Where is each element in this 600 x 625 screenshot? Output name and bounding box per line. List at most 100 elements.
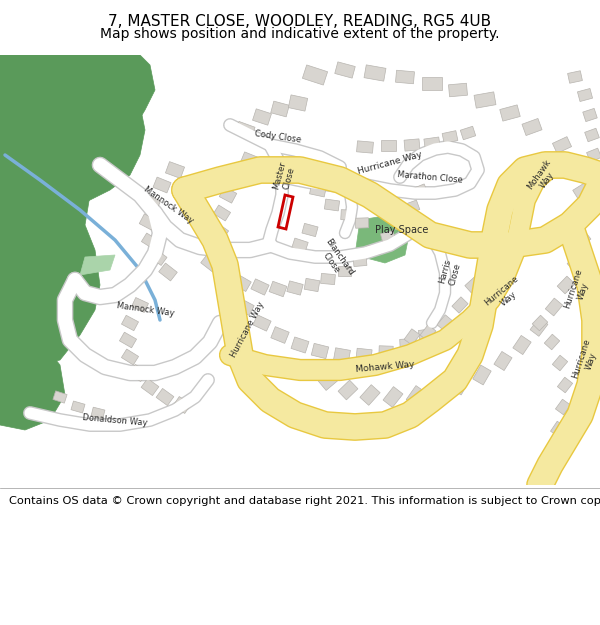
Polygon shape (121, 315, 139, 331)
Polygon shape (418, 329, 434, 341)
Polygon shape (233, 274, 251, 291)
Polygon shape (325, 199, 340, 211)
Text: Hurricane
Way: Hurricane Way (562, 268, 593, 312)
Polygon shape (215, 239, 233, 256)
Polygon shape (269, 281, 287, 297)
Polygon shape (0, 325, 65, 430)
Polygon shape (0, 55, 155, 367)
Polygon shape (583, 108, 597, 122)
Polygon shape (338, 380, 358, 400)
Polygon shape (214, 205, 230, 221)
Polygon shape (573, 231, 591, 248)
Polygon shape (473, 365, 491, 385)
Polygon shape (380, 231, 395, 244)
Polygon shape (334, 348, 350, 362)
Text: Mohawk
Way: Mohawk Way (525, 158, 561, 197)
Polygon shape (367, 244, 381, 256)
Polygon shape (513, 336, 531, 354)
Polygon shape (271, 327, 289, 343)
Polygon shape (271, 101, 289, 117)
Polygon shape (335, 62, 355, 78)
Polygon shape (424, 137, 440, 149)
Polygon shape (251, 279, 269, 295)
Polygon shape (420, 325, 436, 341)
Polygon shape (566, 159, 584, 176)
Polygon shape (166, 162, 185, 178)
Polygon shape (0, 55, 50, 105)
Polygon shape (302, 65, 328, 85)
Polygon shape (437, 315, 453, 331)
Polygon shape (356, 348, 372, 362)
Text: Marathon Close: Marathon Close (397, 169, 463, 184)
Polygon shape (556, 399, 571, 415)
Polygon shape (156, 388, 174, 406)
Polygon shape (553, 137, 572, 153)
Polygon shape (364, 65, 386, 81)
Polygon shape (557, 276, 575, 294)
Polygon shape (404, 200, 420, 214)
Text: Harris
Close: Harris Close (437, 258, 463, 288)
Polygon shape (422, 76, 442, 89)
Polygon shape (383, 387, 403, 408)
Text: Play Space: Play Space (376, 225, 428, 235)
Polygon shape (311, 343, 329, 359)
Polygon shape (291, 337, 309, 353)
Polygon shape (545, 298, 563, 316)
Polygon shape (159, 263, 177, 281)
Polygon shape (567, 254, 585, 272)
Polygon shape (229, 169, 247, 185)
Polygon shape (449, 83, 467, 97)
Polygon shape (577, 89, 593, 101)
Text: Donaldson Way: Donaldson Way (82, 412, 148, 428)
Polygon shape (173, 396, 191, 414)
Polygon shape (442, 131, 458, 143)
Polygon shape (80, 255, 115, 275)
Polygon shape (500, 105, 520, 121)
Text: Map shows position and indicative extent of the property.: Map shows position and indicative extent… (100, 28, 500, 41)
Polygon shape (141, 378, 159, 396)
Polygon shape (412, 184, 428, 198)
Polygon shape (557, 378, 572, 392)
Polygon shape (211, 223, 229, 239)
Polygon shape (568, 71, 583, 83)
Polygon shape (341, 209, 355, 221)
Text: Hurricane Way: Hurricane Way (357, 150, 423, 176)
Polygon shape (241, 152, 259, 168)
Text: Mannock Way: Mannock Way (142, 184, 194, 226)
Polygon shape (353, 256, 367, 266)
Text: Contains OS data © Crown copyright and database right 2021. This information is : Contains OS data © Crown copyright and d… (9, 496, 600, 506)
Polygon shape (542, 443, 557, 459)
Text: Hurricane Way: Hurricane Way (230, 301, 266, 359)
Polygon shape (236, 299, 254, 316)
Polygon shape (460, 126, 476, 140)
Polygon shape (216, 266, 234, 284)
Polygon shape (235, 121, 255, 139)
Polygon shape (400, 339, 415, 351)
Polygon shape (149, 249, 167, 266)
Polygon shape (287, 281, 303, 295)
Polygon shape (465, 277, 481, 293)
Polygon shape (553, 355, 568, 371)
Polygon shape (379, 346, 393, 358)
Polygon shape (404, 329, 420, 345)
Polygon shape (406, 386, 426, 406)
Polygon shape (310, 183, 326, 197)
Text: Hurricane
Way: Hurricane Way (483, 274, 527, 316)
Polygon shape (292, 238, 308, 252)
Text: Mohawk Way: Mohawk Way (355, 360, 415, 374)
Polygon shape (544, 334, 560, 350)
Polygon shape (319, 372, 338, 391)
Text: Blanchard
Close: Blanchard Close (315, 237, 355, 283)
Polygon shape (142, 233, 158, 249)
Polygon shape (289, 95, 308, 111)
Polygon shape (584, 128, 599, 142)
Polygon shape (131, 298, 148, 312)
Text: Cody Close: Cody Close (254, 129, 302, 145)
Polygon shape (532, 315, 548, 331)
Polygon shape (428, 382, 448, 402)
Polygon shape (201, 254, 219, 272)
Polygon shape (530, 318, 548, 336)
Polygon shape (522, 119, 542, 136)
Polygon shape (355, 215, 410, 263)
Polygon shape (452, 297, 468, 313)
